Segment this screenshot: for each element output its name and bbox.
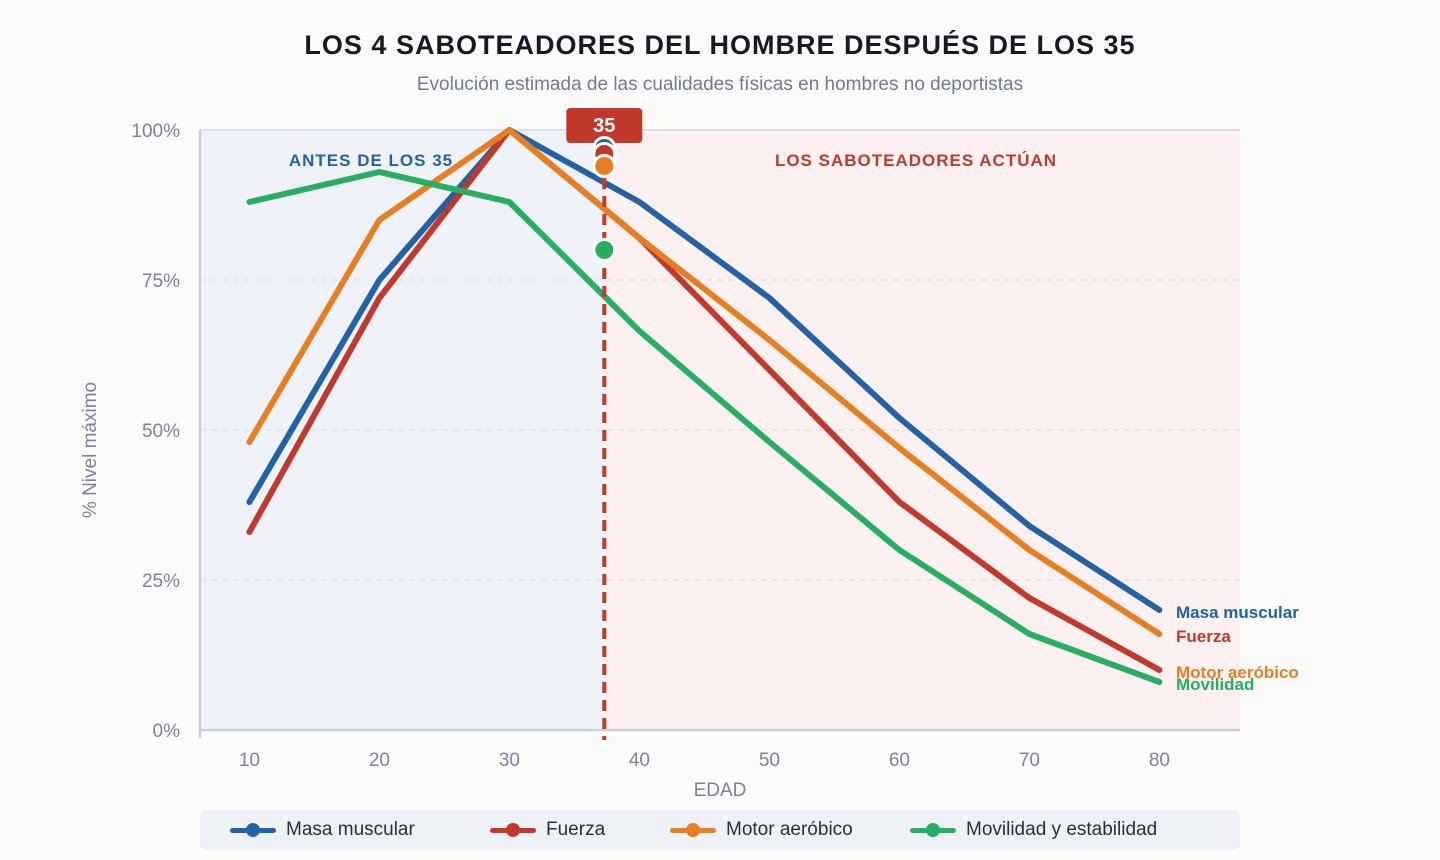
axes xyxy=(198,130,1240,738)
region-label-after: LOS SABOTEADORES ACTÚAN xyxy=(775,151,1057,170)
legend-swatch-dot xyxy=(926,823,940,837)
series-lines xyxy=(246,127,1163,685)
series-end-label: Fuerza xyxy=(1176,627,1231,646)
tick-labels: 0% 25% 50% 75% 100% 10 20 30 40 50 60 70 80 EDAD % Niv… xyxy=(80,121,1170,801)
legend: Masa muscular Fuerza Motor aeróbico Movilid… xyxy=(200,810,1240,850)
y-tick-label: 100% xyxy=(131,121,180,142)
legend-swatch-dot xyxy=(506,823,520,837)
marker-point xyxy=(592,238,617,262)
legend-swatch-dot xyxy=(246,823,260,837)
x-tick-label: 10 xyxy=(239,750,260,771)
legend-label: Fuerza xyxy=(546,819,606,840)
y-tick-label: 25% xyxy=(142,571,180,592)
marker-point xyxy=(592,154,617,178)
series-end-label: Masa muscular xyxy=(1176,603,1299,622)
legend-label: Masa muscular xyxy=(286,819,415,840)
legend-swatch xyxy=(230,823,276,837)
legend-swatch xyxy=(670,823,716,837)
region-label-before: ANTES DE LOS 35 xyxy=(289,151,453,170)
series-line xyxy=(246,169,1163,685)
region-labels: ANTES DE LOS 35 LOS SABOTEADORES ACTÚAN xyxy=(289,151,1057,170)
legend-item: Movilidad y estabilidad xyxy=(910,810,1157,850)
x-tick-label: 80 xyxy=(1149,750,1170,771)
legend-swatch-dot xyxy=(686,823,700,837)
legend-swatch xyxy=(910,823,956,837)
legend-swatch xyxy=(490,823,536,837)
legend-item: Motor aeróbico xyxy=(670,810,853,850)
x-tick-label: 50 xyxy=(759,750,780,771)
x-tick-label: 60 xyxy=(889,750,910,771)
marker-badge xyxy=(566,108,643,143)
legend-label: Movilidad y estabilidad xyxy=(966,819,1158,840)
y-tick-label: 75% xyxy=(142,271,180,292)
y-tick-label: 0% xyxy=(153,721,181,742)
x-tick-label: 30 xyxy=(499,750,520,771)
series-line xyxy=(246,127,1163,637)
legend-item: Fuerza xyxy=(490,810,605,850)
x-tick-label: 40 xyxy=(629,750,650,771)
x-axis-label: EDAD xyxy=(694,780,747,801)
chart-title: LOS 4 SABOTEADORES DEL HOMBRE DESPUÉS DE… xyxy=(304,30,1136,60)
legend-item: Masa muscular xyxy=(230,810,415,850)
y-axis-label: % Nivel máximo xyxy=(80,382,101,518)
x-tick-label: 20 xyxy=(369,750,390,771)
chart-subtitle: Evolución estimada de las cualidades fís… xyxy=(416,74,1024,95)
x-tick-label: 70 xyxy=(1019,750,1040,771)
series-end-label: Motor aeróbico xyxy=(1176,663,1299,682)
series-line xyxy=(246,127,1163,673)
legend-label: Motor aeróbico xyxy=(726,819,853,840)
marker-badge-label: 35 xyxy=(593,115,615,137)
grid-lines xyxy=(200,129,1240,581)
series-line xyxy=(246,127,1163,613)
series-end-label: Movilidad xyxy=(1176,675,1254,694)
end-labels: Masa muscular Fuerza Motor aeróbicoMovilid… xyxy=(1176,603,1299,694)
y-tick-label: 50% xyxy=(142,421,180,442)
age-marker: 35 xyxy=(566,108,643,740)
